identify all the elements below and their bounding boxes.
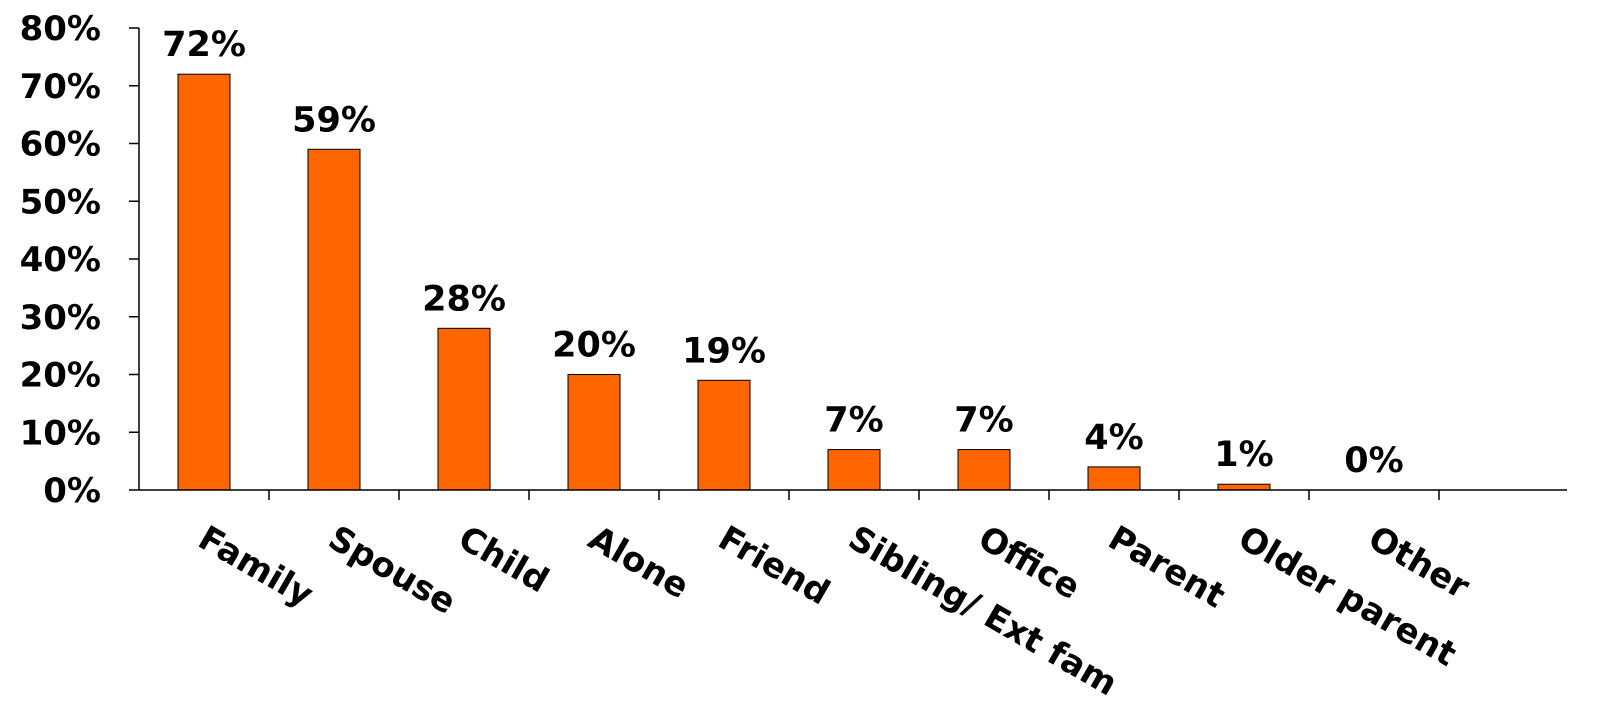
y-tick-label: 40%: [20, 240, 101, 280]
bar: [827, 449, 881, 491]
data-label: 7%: [954, 401, 1013, 441]
data-label: 59%: [292, 100, 376, 140]
category-label: Spouse: [322, 518, 463, 622]
bar: [957, 449, 1011, 491]
bars: [177, 73, 1271, 491]
data-label: 7%: [824, 401, 883, 441]
data-label: 4%: [1084, 418, 1143, 458]
category-label: Family: [192, 518, 320, 615]
bar: [177, 73, 231, 491]
data-label: 19%: [682, 331, 766, 371]
data-label: 72%: [162, 25, 246, 65]
y-tick-label: 20%: [20, 356, 101, 396]
bar: [567, 374, 621, 491]
category-label: Friend: [712, 518, 837, 613]
data-label: 20%: [552, 326, 636, 366]
category-label: Alone: [582, 518, 696, 607]
y-tick-label: 70%: [20, 67, 101, 107]
y-tick-label: 0%: [43, 471, 101, 511]
bar: [307, 148, 361, 491]
y-axis-ticks: [129, 27, 139, 491]
y-tick-label: 10%: [20, 413, 101, 453]
y-tick-label: 60%: [20, 125, 101, 165]
data-label: 1%: [1214, 435, 1273, 475]
bar: [1087, 466, 1141, 491]
bar: [697, 379, 751, 491]
data-labels: 72% 59% 28% 20% 19% 7% 7% 4% 1% 0%: [162, 25, 1404, 481]
y-tick-label: 30%: [20, 298, 101, 338]
bar: [437, 327, 491, 491]
x-axis-ticks: [268, 490, 1440, 500]
category-label: Parent: [1102, 518, 1232, 616]
y-tick-label: 80%: [20, 9, 101, 49]
data-label: 0%: [1344, 441, 1403, 481]
data-label: 28%: [422, 279, 506, 319]
category-label: Older parent: [1232, 518, 1463, 675]
y-axis-tick-labels: 0% 10% 20% 30% 40% 50% 60% 70% 80%: [20, 9, 101, 511]
category-label: Child: [452, 518, 556, 601]
y-tick-label: 50%: [20, 182, 101, 222]
bar: [1217, 483, 1271, 491]
